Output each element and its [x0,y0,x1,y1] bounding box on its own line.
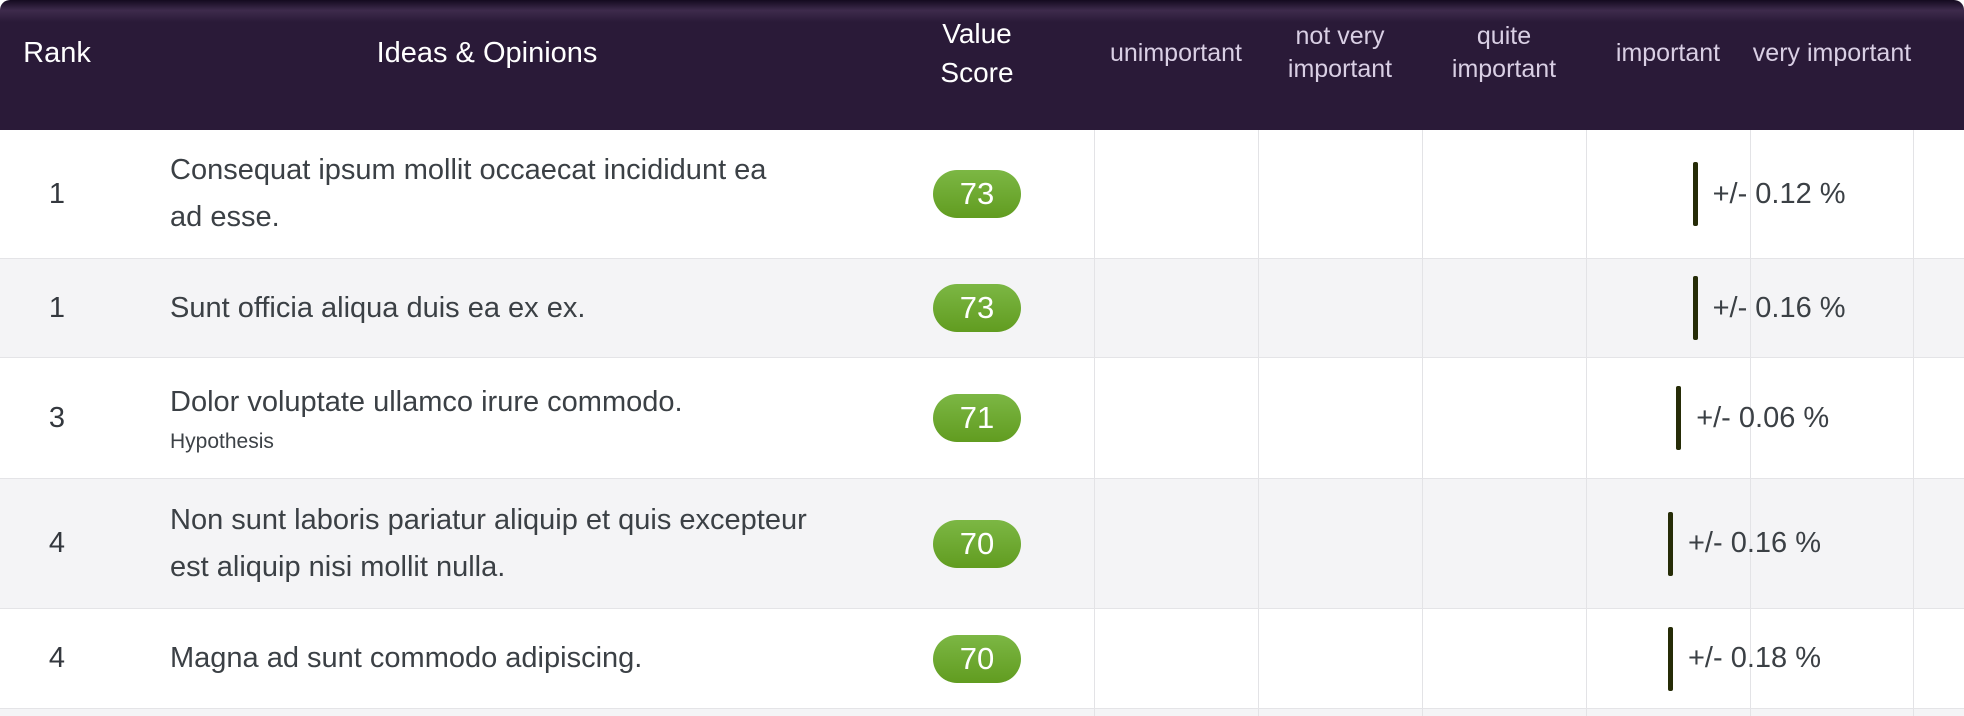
value-score-badge: 70 [933,634,1021,683]
importance-scale-cell: +/- 0.16 % [1094,259,1914,357]
rank-cell: 1 [48,177,66,210]
header-rank: Rank [23,36,91,69]
header-scale-important: important [1615,38,1721,67]
idea-cell: Dolor voluptate ullamco irure commodo. H… [114,358,860,478]
score-marker-bar [1692,162,1698,226]
score-marker-bar [1668,626,1673,691]
idea-cell: Magna ad sunt commodo adipiscing. [114,609,860,708]
partial-next-row [0,708,1964,716]
value-score-badge: 73 [933,284,1021,332]
table-row[interactable]: 1 Consequat ipsum mollit occaecat incidi… [0,130,1964,258]
rank-cell: 4 [48,527,66,559]
table-header: Rank Ideas & Opinions Value Score unimpo… [0,0,1964,130]
score-marker-bar [1668,511,1673,576]
header-scale-not-very-important: not very important [1287,22,1393,83]
idea-title: Sunt officia aliqua duis ea ex ex. [170,291,586,324]
score-marker-group: +/- 0.06 % [1676,386,1829,450]
importance-scale-cell: +/- 0.18 % [1094,609,1914,708]
header-filler [1914,0,1964,130]
score-marker-group: +/- 0.16 % [1692,276,1846,340]
idea-title: Consequat ipsum mollit occaecat incididu… [170,154,767,233]
rank-cell: 1 [48,291,66,324]
value-score-cell: 70 [860,479,1094,608]
score-marker-group: +/- 0.18 % [1668,626,1821,691]
rank-cell: 3 [48,401,66,434]
table-row[interactable]: 3 Dolor voluptate ullamco irure commodo.… [0,357,1964,478]
value-score-cell: 71 [860,358,1094,478]
table-row[interactable]: 1 Sunt officia aliqua duis ea ex ex. 73 … [0,258,1964,357]
header-scale-very-important: very important [1752,38,1912,67]
value-score-cell: 73 [860,130,1094,258]
idea-title: Non sunt laboris pariatur aliquip et qui… [170,503,807,583]
score-marker-group: +/- 0.12 % [1692,162,1846,226]
value-score-cell: 73 [860,259,1094,357]
importance-scale-cell: +/- 0.16 % [1094,479,1914,608]
error-margin-label: +/- 0.12 % [1712,177,1846,210]
error-margin-label: +/- 0.16 % [1688,527,1821,559]
header-scale-quite-important: quite important [1451,22,1557,83]
error-margin-label: +/- 0.06 % [1696,401,1830,434]
header-ideas-opinions: Ideas & Opinions [376,36,598,69]
idea-cell: Consequat ipsum mollit occaecat incididu… [114,130,860,258]
error-margin-label: +/- 0.18 % [1688,642,1821,674]
idea-cell: Sunt officia aliqua duis ea ex ex. [114,259,860,357]
importance-scale-cell: +/- 0.06 % [1094,358,1914,478]
table-body: 1 Consequat ipsum mollit occaecat incidi… [0,130,1964,716]
header-scale-unimportant: unimportant [1109,38,1243,67]
score-marker-group: +/- 0.16 % [1668,511,1821,576]
importance-scale-cell: +/- 0.12 % [1094,130,1914,258]
idea-title: Magna ad sunt commodo adipiscing. [170,642,643,674]
score-marker-bar [1692,276,1698,340]
rank-cell: 4 [48,642,66,674]
idea-subtitle: Hypothesis [170,430,274,453]
value-score-badge: 73 [933,170,1021,218]
value-score-badge: 71 [933,394,1021,442]
idea-cell: Non sunt laboris pariatur aliquip et qui… [114,479,860,608]
table-row[interactable]: 4 Non sunt laboris pariatur aliquip et q… [0,478,1964,608]
error-margin-label: +/- 0.16 % [1712,291,1846,324]
idea-title: Dolor voluptate ullamco irure commodo. [170,386,683,418]
value-score-badge: 70 [933,519,1021,568]
value-score-cell: 70 [860,609,1094,708]
table-row[interactable]: 4 Magna ad sunt commodo adipiscing. 70 +… [0,608,1964,708]
header-value-score: Value Score [940,18,1014,88]
score-marker-bar [1676,386,1682,450]
